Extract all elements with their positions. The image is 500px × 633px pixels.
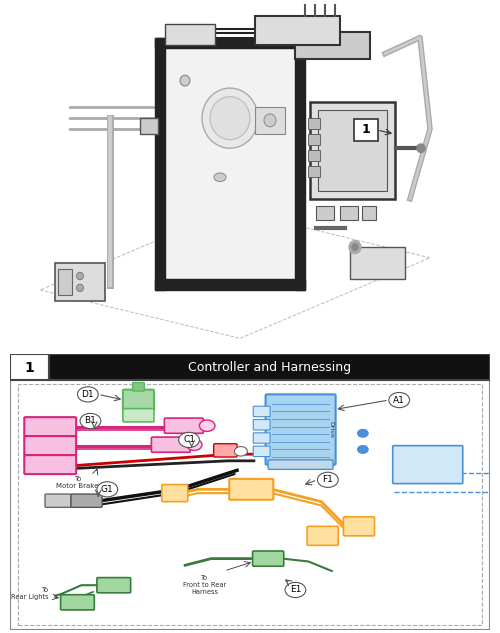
Polygon shape <box>155 37 165 290</box>
Text: 1: 1 <box>24 361 34 375</box>
FancyBboxPatch shape <box>266 394 336 465</box>
FancyBboxPatch shape <box>307 527 338 545</box>
FancyBboxPatch shape <box>10 354 490 630</box>
Polygon shape <box>350 247 405 279</box>
Polygon shape <box>318 110 387 191</box>
Polygon shape <box>58 268 72 296</box>
FancyBboxPatch shape <box>252 551 284 567</box>
FancyBboxPatch shape <box>268 460 333 470</box>
Ellipse shape <box>214 173 226 182</box>
Circle shape <box>186 439 202 451</box>
FancyBboxPatch shape <box>24 417 76 436</box>
Circle shape <box>78 387 98 402</box>
FancyBboxPatch shape <box>123 390 154 411</box>
Circle shape <box>389 392 409 408</box>
FancyBboxPatch shape <box>253 446 270 456</box>
Text: C1: C1 <box>183 436 195 444</box>
Text: Controller and Harnessing: Controller and Harnessing <box>188 361 351 374</box>
Polygon shape <box>165 23 215 45</box>
FancyBboxPatch shape <box>253 406 270 417</box>
Polygon shape <box>165 48 295 279</box>
Polygon shape <box>310 102 395 199</box>
FancyBboxPatch shape <box>354 119 378 141</box>
Text: To
Motor Brake: To Motor Brake <box>56 476 98 489</box>
FancyBboxPatch shape <box>164 418 203 434</box>
Text: E1: E1 <box>290 586 301 594</box>
Circle shape <box>358 446 368 453</box>
Circle shape <box>80 413 101 429</box>
Circle shape <box>76 272 84 280</box>
FancyBboxPatch shape <box>123 409 154 422</box>
Text: G1: G1 <box>101 485 114 494</box>
Circle shape <box>349 241 361 253</box>
Text: To
Rear Lights: To Rear Lights <box>12 587 49 600</box>
FancyBboxPatch shape <box>162 485 188 502</box>
FancyBboxPatch shape <box>49 354 490 380</box>
Text: D1: D1 <box>82 390 94 399</box>
Polygon shape <box>255 108 285 134</box>
Circle shape <box>178 432 200 448</box>
Circle shape <box>417 144 425 153</box>
FancyBboxPatch shape <box>97 577 130 592</box>
Circle shape <box>234 447 248 456</box>
FancyBboxPatch shape <box>214 444 237 457</box>
Text: F1: F1 <box>322 475 334 484</box>
Text: 1: 1 <box>362 123 370 137</box>
Polygon shape <box>255 16 340 45</box>
Polygon shape <box>55 263 105 301</box>
Polygon shape <box>155 279 305 290</box>
Text: A1: A1 <box>394 396 405 404</box>
Polygon shape <box>140 118 158 134</box>
Circle shape <box>318 472 338 487</box>
FancyBboxPatch shape <box>60 595 94 610</box>
Circle shape <box>264 114 276 127</box>
Polygon shape <box>308 118 320 129</box>
Polygon shape <box>308 151 320 161</box>
Text: To
Front to Rear
Harness: To Front to Rear Harness <box>183 575 226 595</box>
Polygon shape <box>308 134 320 145</box>
Polygon shape <box>362 206 376 220</box>
Circle shape <box>210 97 250 140</box>
FancyBboxPatch shape <box>253 433 270 443</box>
FancyBboxPatch shape <box>152 437 190 453</box>
Polygon shape <box>295 37 305 290</box>
Circle shape <box>285 582 306 598</box>
Circle shape <box>202 88 258 148</box>
FancyBboxPatch shape <box>24 455 76 474</box>
FancyBboxPatch shape <box>24 436 76 455</box>
Circle shape <box>97 482 117 497</box>
FancyBboxPatch shape <box>45 494 71 508</box>
Polygon shape <box>340 206 358 220</box>
FancyBboxPatch shape <box>71 494 102 508</box>
Polygon shape <box>308 166 320 177</box>
Text: Drive: Drive <box>328 421 333 438</box>
Polygon shape <box>295 32 370 59</box>
Text: B1: B1 <box>84 417 96 425</box>
Circle shape <box>352 244 358 250</box>
FancyBboxPatch shape <box>229 479 274 500</box>
Polygon shape <box>155 37 305 48</box>
Circle shape <box>200 420 215 432</box>
FancyBboxPatch shape <box>344 517 374 536</box>
Circle shape <box>180 75 190 86</box>
FancyBboxPatch shape <box>253 420 270 430</box>
FancyBboxPatch shape <box>10 354 49 380</box>
FancyBboxPatch shape <box>132 382 144 391</box>
Polygon shape <box>316 206 334 220</box>
Circle shape <box>358 430 368 437</box>
Circle shape <box>76 284 84 292</box>
FancyBboxPatch shape <box>392 446 463 484</box>
